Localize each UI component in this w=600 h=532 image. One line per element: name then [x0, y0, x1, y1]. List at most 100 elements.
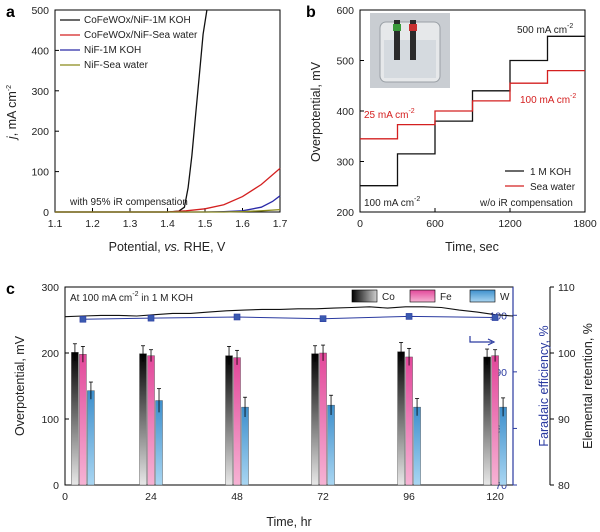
panel-b-legend: 1 M KOH Sea water: [505, 167, 576, 193]
faradaic-point: [491, 314, 499, 321]
panel-c-ylabel-left: Overpotential, mV: [13, 335, 27, 436]
panel-a-ytick-label: 400: [31, 45, 49, 57]
legend-c-co-swatch: [351, 289, 378, 303]
bar-fe: [405, 356, 413, 486]
panel-c-xtick-label: 24: [145, 491, 157, 503]
panel-b-xtick-label: 1800: [573, 218, 597, 230]
label-500: 500 mA cm-2: [517, 23, 573, 36]
legend-c-co-label: Co: [382, 292, 395, 303]
panel-b-xtick-label: 1200: [498, 218, 522, 230]
panel-a-ytick-label: 200: [31, 126, 49, 138]
panel-a-xtick-label: 1.4: [160, 218, 175, 230]
bar-co: [225, 355, 233, 486]
panel-a-letter: a: [6, 4, 15, 21]
legend-c-fe-swatch: [409, 289, 436, 303]
bar-w: [155, 400, 163, 486]
photo-clip-right: [409, 24, 417, 31]
overpotential-trace: [64, 306, 514, 318]
bar-w: [241, 406, 249, 486]
panel-b-series-1: [360, 69, 585, 140]
panel-b-ytick-label: 300: [336, 157, 354, 169]
panel-b: b 0 600 1200 1800 200 300 400 500 600 500 mA cm-…: [306, 4, 597, 254]
panel-c-ylabel-mid: Faradaic efficiency, %: [537, 325, 551, 446]
panel-a-legend: CoFeWOx/NiF-1M KOH CoFeWOx/NiF-Sea water…: [60, 15, 198, 71]
faradaic-arrow: [469, 336, 492, 343]
panel-a-xtick-label: 1.3: [123, 218, 138, 230]
panel-a-xtick-label: 1.7: [273, 218, 288, 230]
panel-b-ytick-label: 200: [336, 207, 354, 219]
bar-fe: [319, 352, 327, 486]
label-100-red: 100 mA cm-2: [520, 93, 576, 106]
panel-a-xtick-label: 1.1: [48, 218, 63, 230]
faradaic-point: [233, 313, 241, 321]
faradaic-point: [405, 313, 413, 320]
panel-c-xtick-label: 48: [231, 491, 243, 503]
photo-clip-left: [393, 24, 401, 31]
bar-co: [483, 356, 491, 486]
panel-c-right-ytick-label: 100: [558, 348, 576, 360]
panel-b-xtick-label: 600: [426, 218, 444, 230]
bar-co: [71, 352, 79, 486]
panel-b-ytick-label: 500: [336, 56, 354, 68]
faradaic-line: [82, 315, 496, 320]
panel-a-xtick-label: 1.5: [198, 218, 213, 230]
panel-c-xtick-label: 72: [317, 491, 329, 503]
panel-c-legend: Co Fe W: [351, 289, 510, 303]
panel-c: c 02448729612001002003007080901008090100…: [6, 281, 595, 529]
legend-a-nif-koh-label: NiF-1M KOH: [84, 45, 141, 56]
bar-fe: [147, 355, 155, 486]
legend-c-w-swatch: [469, 289, 496, 303]
panel-a-xtick-label: 1.6: [235, 218, 250, 230]
photo-electrode-left: [394, 20, 400, 60]
bar-fe: [491, 355, 499, 486]
panel-a-ytick-label: 500: [31, 5, 49, 17]
legend-c-fe-label: Fe: [440, 292, 452, 303]
faradaic-point: [79, 315, 87, 323]
panel-c-left-ytick-label: 0: [53, 480, 59, 492]
label-100-bottom: 100 mA cm-2: [364, 196, 420, 209]
bar-fe: [233, 357, 241, 486]
legend-b-koh-label: 1 M KOH: [530, 167, 571, 178]
panel-c-right-ytick-label: 110: [558, 282, 575, 294]
panel-a-ytick-label: 300: [31, 86, 49, 98]
bar-w: [499, 406, 507, 486]
panel-c-xtick-label: 0: [62, 491, 68, 503]
label-25-red: 25 mA cm-2: [364, 108, 415, 121]
legend-a-koh-label: CoFeWOx/NiF-1M KOH: [84, 15, 191, 26]
panel-c-xlabel: Time, hr: [266, 515, 311, 529]
panel-b-xlabel: Time, sec: [445, 240, 499, 254]
panel-a-annotation: with 95% iR compensation: [69, 197, 188, 208]
panel-b-ylabel: Overpotential, mV: [309, 61, 323, 162]
bar-co: [397, 351, 405, 486]
panel-a-ytick-label: 0: [43, 207, 49, 219]
panel-c-right-ytick-label: 90: [558, 414, 570, 426]
bar-co: [311, 353, 319, 486]
legend-a-sea-label: CoFeWOx/NiF-Sea water: [84, 30, 198, 41]
panel-c-header: At 100 mA cm-2 in 1 M KOH: [70, 291, 193, 304]
panel-b-letter: b: [306, 4, 316, 21]
photo-inset: [370, 13, 450, 88]
panel-c-letter: c: [6, 281, 15, 298]
panel-a-xlabel: Potential, vs. RHE, V: [109, 240, 226, 254]
panel-a-series-3: [55, 208, 281, 213]
bar-co: [139, 353, 147, 486]
panel-b-ticks: 0 600 1200 1800 200 300 400 500 600: [336, 5, 596, 230]
panel-c-mid-ytick-label: 90: [495, 367, 507, 379]
bar-fe: [79, 354, 87, 486]
panel-c-left-ytick-label: 300: [41, 282, 59, 294]
panel-a: a 1.1 1.2 1.3 1.4 1.5 1.6 1.70100200300400500 …: [5, 4, 287, 254]
panel-b-ytick-label: 600: [336, 5, 354, 17]
panel-c-left-ytick-label: 200: [41, 348, 59, 360]
panel-b-lines: [360, 35, 585, 187]
panel-c-mid-ytick-label: 70: [495, 480, 507, 492]
panel-a-lines: [55, 9, 281, 213]
legend-b-sea-label: Sea water: [530, 182, 576, 193]
legend-a-nif-sea-label: NiF-Sea water: [84, 60, 149, 71]
faradaic-arrowhead: [487, 338, 496, 346]
panel-c-bars: [71, 342, 507, 486]
panel-c-xtick-label: 96: [403, 491, 415, 503]
bar-w: [327, 404, 335, 486]
legend-c-w-label: W: [500, 292, 510, 303]
panel-a-ylabel: j, mA cm-2: [5, 85, 19, 141]
